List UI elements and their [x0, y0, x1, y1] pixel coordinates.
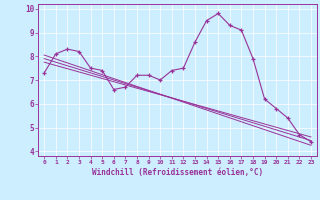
X-axis label: Windchill (Refroidissement éolien,°C): Windchill (Refroidissement éolien,°C): [92, 168, 263, 177]
